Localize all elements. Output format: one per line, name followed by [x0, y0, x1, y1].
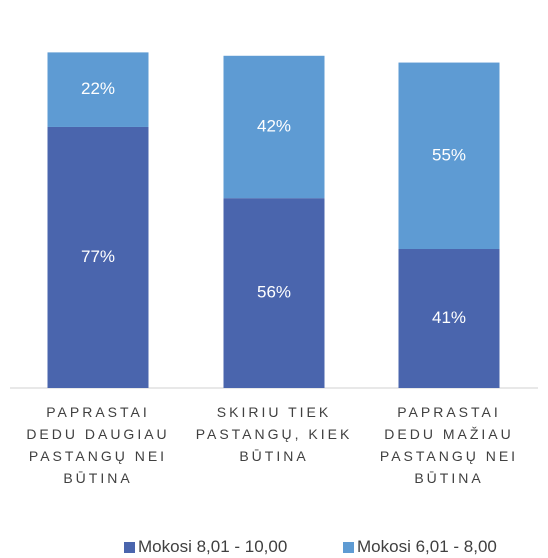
legend-swatch — [343, 541, 354, 553]
bar-segment — [47, 52, 149, 127]
data-label: 77% — [81, 247, 115, 266]
data-label: 55% — [432, 145, 466, 164]
x-tick-label: SKIRIU TIEK PASTANGŲ, KIEK BŪTINA — [195, 404, 353, 464]
bar-segment — [223, 198, 325, 388]
data-label: 41% — [432, 308, 466, 327]
legend-item: Mokosi 6,01 - 8,00 — [343, 537, 497, 557]
data-label: 42% — [257, 116, 291, 135]
x-tick-label: PAPRASTAI DEDU DAUGIAU PASTANGŲ NEI BŪTI… — [26, 404, 170, 486]
bar-segment — [47, 126, 149, 388]
legend-label: Mokosi 8,01 - 10,00 — [138, 537, 288, 556]
x-tick-label: PAPRASTAI DEDU MAŽIAU PASTANGŲ NEI BŪTIN… — [379, 404, 519, 486]
bar-segment — [223, 55, 325, 199]
bar-segment — [398, 62, 500, 250]
legend-item: Mokosi 8,01 - 10,00 — [124, 537, 287, 557]
legend-label: Mokosi 6,01 - 8,00 — [357, 537, 497, 556]
data-label: 22% — [81, 79, 115, 98]
bar-segment — [398, 249, 500, 388]
legend-swatch — [124, 541, 135, 553]
data-label: 56% — [257, 283, 291, 302]
